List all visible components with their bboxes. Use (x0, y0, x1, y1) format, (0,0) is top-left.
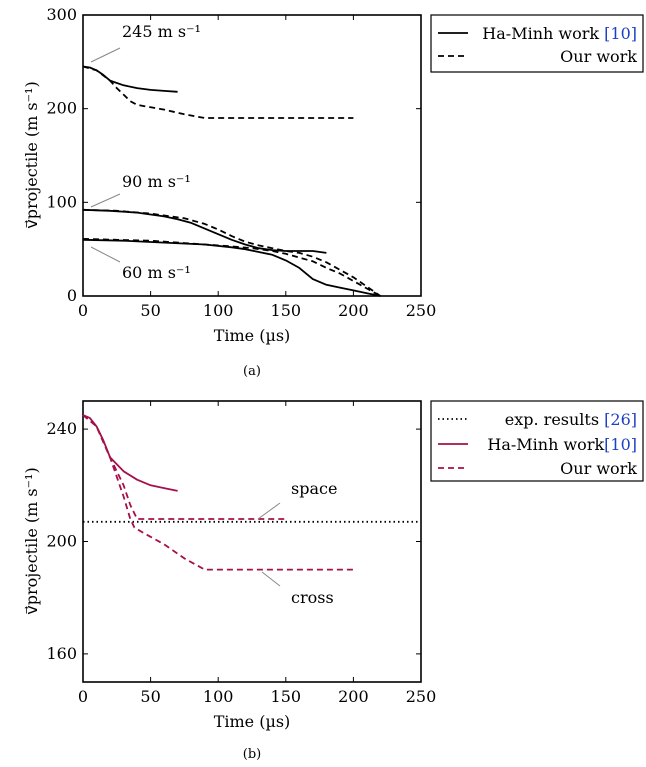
x-tick-label: 150 (271, 301, 302, 320)
annotation-leader (261, 571, 281, 587)
legend-b-entry-1-ref[interactable]: [26] (604, 410, 637, 429)
legend-a-entry-1: Ha-Minh work [10] (482, 24, 637, 43)
x-tick-label: 100 (203, 301, 234, 320)
annotation-leader (257, 502, 281, 520)
panel-a: 0 50 100 150 200 250 0 100 200 300 245 m s⁻¹ 90 m … (22, 5, 644, 379)
x-axis-label-a: Time (µs) (214, 326, 291, 345)
caption-a: (a) (243, 364, 261, 379)
legend-b-entry-2: Ha-Minh work[10] (487, 435, 637, 454)
legend-box-b (430, 400, 644, 482)
series-a (82, 65, 381, 297)
annotation-label: 245 m s⁻¹ (122, 22, 201, 41)
plot-frame-a (82, 14, 422, 297)
legend-b-entry-2-ref[interactable]: [10] (604, 435, 637, 454)
legend-a-entry-1-ref[interactable]: [10] (604, 24, 637, 43)
annotation-label: 90 m s⁻¹ (122, 172, 191, 191)
plot-frame-b (82, 400, 422, 683)
annotation-label: space (291, 479, 337, 498)
x-tick-label: 0 (78, 687, 88, 706)
caption-b: (b) (243, 747, 261, 762)
legend-b-entry-1-label: exp. results (505, 410, 604, 429)
x-tick-label: 200 (338, 687, 369, 706)
series-line-2 (82, 414, 178, 492)
series-line-3 (82, 208, 327, 254)
x-tick-label: 100 (203, 687, 234, 706)
legend-a-entry-2: Our work (560, 47, 637, 66)
x-tick-label: 50 (140, 301, 160, 320)
x-tick-label: 200 (338, 301, 369, 320)
series-b (82, 414, 421, 571)
y-tick-label: 240 (46, 419, 77, 438)
y-axis-label-b: v⃗projectile (m s⁻¹) (22, 467, 41, 614)
legend-a: Ha-Minh work [10] Our work (430, 14, 644, 73)
y-tick-label: 100 (46, 192, 77, 211)
ticks-b: 0 50 100 150 200 250 160 200 240 (46, 401, 436, 706)
x-axis-label-b: Time (µs) (214, 712, 291, 731)
x-tick-label: 250 (406, 301, 437, 320)
legend-box-a (430, 14, 644, 73)
y-axis-label-a: v⃗projectile (m s⁻¹) (22, 81, 41, 228)
series-line-4 (82, 414, 354, 571)
legend-b-entry-2-label: Ha-Minh work (487, 435, 604, 454)
annotation-label: cross (291, 588, 334, 607)
x-tick-label: 250 (406, 687, 437, 706)
y-tick-label: 0 (67, 286, 77, 305)
series-line-2 (82, 65, 354, 119)
x-tick-label: 0 (78, 301, 88, 320)
panel-b: 0 50 100 150 200 250 160 200 240 space cross Time… (22, 400, 644, 762)
series-line-6 (82, 238, 381, 297)
y-tick-label: 200 (46, 532, 77, 551)
series-line-4 (82, 208, 381, 297)
y-tick-label: 300 (46, 5, 77, 24)
annotation-leader (90, 193, 121, 208)
y-tick-label: 200 (46, 99, 77, 118)
annotation-leader (90, 246, 121, 263)
legend-b-entry-3: Our work (560, 459, 637, 478)
annotations-b: space cross (257, 479, 337, 607)
annotations-a: 245 m s⁻¹ 90 m s⁻¹ 60 m s⁻¹ (90, 22, 201, 282)
legend-b: exp. results [26] Ha-Minh work[10] Our w… (430, 400, 644, 482)
y-tick-label: 160 (46, 644, 77, 663)
ticks-a: 0 50 100 150 200 250 0 100 200 300 (46, 5, 436, 320)
x-tick-label: 150 (271, 687, 302, 706)
annotation-leader (90, 47, 121, 63)
legend-b-entry-1: exp. results [26] (505, 410, 637, 429)
legend-a-entry-1-label: Ha-Minh work (482, 24, 604, 43)
annotation-label: 60 m s⁻¹ (122, 263, 191, 282)
x-tick-label: 50 (140, 687, 160, 706)
